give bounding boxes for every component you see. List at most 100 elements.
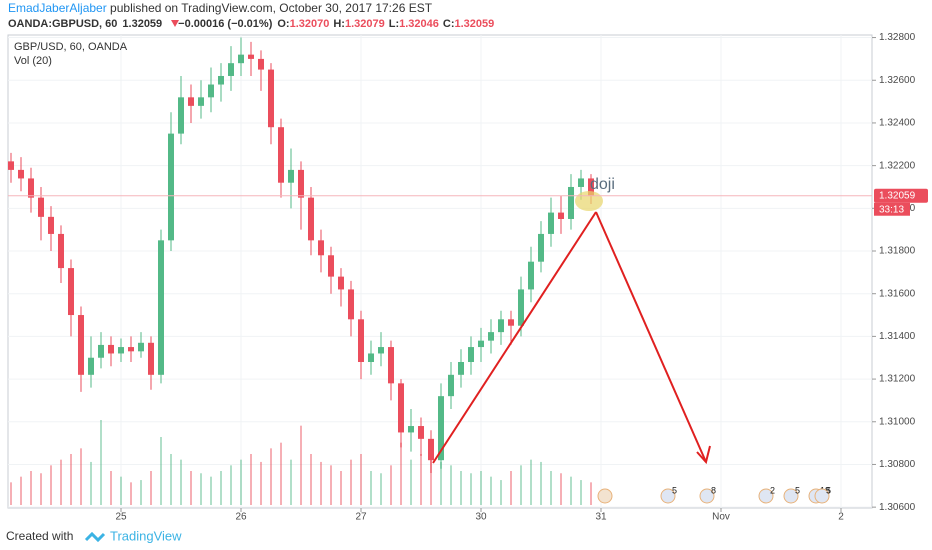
x-tick-label: 31 [595, 512, 607, 523]
l-label: L: [389, 18, 399, 30]
volume-bar [420, 454, 422, 505]
countdown: 33:13 [879, 204, 904, 215]
volume-bar [550, 471, 552, 505]
volume-bar [10, 482, 12, 505]
candle-body [348, 289, 354, 320]
volume-bar [380, 473, 382, 505]
footer-brand[interactable]: TradingView [110, 528, 182, 543]
candle-body [188, 97, 194, 106]
y-tick-label: 1.32400 [879, 118, 916, 129]
candle-body [298, 169, 304, 198]
event-count: 5 [672, 485, 677, 495]
x-tick-label: 27 [355, 512, 367, 523]
volume-bar [200, 473, 202, 505]
y-tick-label: 1.30600 [879, 502, 916, 513]
candle-body [198, 97, 204, 106]
y-tick-label: 1.30800 [879, 459, 916, 470]
candle-body [458, 362, 464, 375]
doji-highlight [575, 191, 603, 211]
event-icon[interactable] [758, 488, 774, 504]
y-tick-label: 1.32200 [879, 160, 916, 171]
candle-body [418, 426, 424, 439]
candle-body [408, 426, 414, 433]
volume-bar [300, 425, 302, 505]
candle-body [128, 347, 134, 352]
volume-bar [360, 454, 362, 505]
volume-bar [340, 471, 342, 505]
volume-bar [370, 471, 372, 505]
candle-body [558, 212, 564, 219]
event-icon[interactable] [814, 488, 830, 504]
y-tick-label: 1.31400 [879, 331, 916, 342]
candle-body [38, 197, 44, 217]
event-icon[interactable] [699, 488, 715, 504]
volume-bar [400, 442, 402, 505]
volume-bar [90, 461, 92, 505]
volume-bar [310, 454, 312, 505]
volume-bar [580, 480, 582, 505]
candle-body [288, 169, 294, 183]
volume-bar [460, 471, 462, 505]
y-tick-label: 1.31600 [879, 288, 916, 299]
volume-bar [270, 448, 272, 505]
event-count: 5 [795, 485, 800, 495]
event-icon[interactable] [597, 488, 613, 504]
volume-bar [70, 454, 72, 505]
candle-body [548, 212, 554, 234]
candle-body [248, 54, 254, 59]
header-line: EmadJaberAljaber published on TradingVie… [8, 1, 433, 15]
volume-bar [130, 482, 132, 505]
o: 1.32070 [290, 18, 330, 30]
trend-line-down [595, 211, 707, 463]
annotation: doji [590, 176, 615, 193]
volume-bar [230, 465, 232, 505]
candle-body [238, 54, 244, 64]
volume-bar [220, 471, 222, 505]
symbol: OANDA:GBPUSD, 60 [8, 18, 117, 30]
candle-body [178, 97, 184, 134]
event-icon[interactable] [660, 488, 676, 504]
volume-bar [100, 420, 102, 505]
candle-body [468, 347, 474, 363]
candles [8, 37, 594, 473]
volume-bar [120, 476, 122, 505]
h: 1.32079 [345, 18, 385, 30]
candle-body [438, 396, 444, 461]
last-price-label: 1.32059 [879, 190, 916, 201]
y-tick-label: 1.32600 [879, 75, 916, 86]
candle-body [318, 240, 324, 256]
candle-body [528, 261, 534, 290]
candle-body [108, 344, 114, 354]
volume-bar [440, 461, 442, 505]
volume-bar [530, 459, 532, 505]
candle-body [78, 315, 84, 375]
brand-logo [84, 531, 106, 543]
volume-bar [430, 459, 432, 505]
candle-body [328, 255, 334, 277]
volume-bar [330, 465, 332, 505]
footer-created: Created with [6, 529, 73, 543]
candle-body [258, 58, 264, 70]
volume-bar [520, 465, 522, 505]
candle-body [448, 374, 454, 397]
candle-body [568, 186, 574, 219]
l: 1.32046 [399, 18, 439, 30]
legend-volume: Vol (20) [14, 55, 52, 67]
candle-body [228, 63, 234, 76]
candle-body [168, 133, 174, 241]
author[interactable]: EmadJaberAljaber [8, 1, 107, 15]
candle-body [398, 383, 404, 433]
volume-bar [470, 473, 472, 505]
volume [10, 420, 592, 505]
candle-body [158, 240, 164, 375]
volume-bar [260, 461, 262, 505]
candle-body [48, 216, 54, 234]
candle-body [28, 178, 34, 198]
volume-bar [30, 471, 32, 505]
event-icon[interactable] [783, 488, 799, 504]
legend-title: GBP/USD, 60, OANDA [14, 41, 128, 53]
candle-body [368, 353, 374, 363]
c: 1.32059 [455, 18, 495, 30]
candle-body [268, 69, 274, 128]
